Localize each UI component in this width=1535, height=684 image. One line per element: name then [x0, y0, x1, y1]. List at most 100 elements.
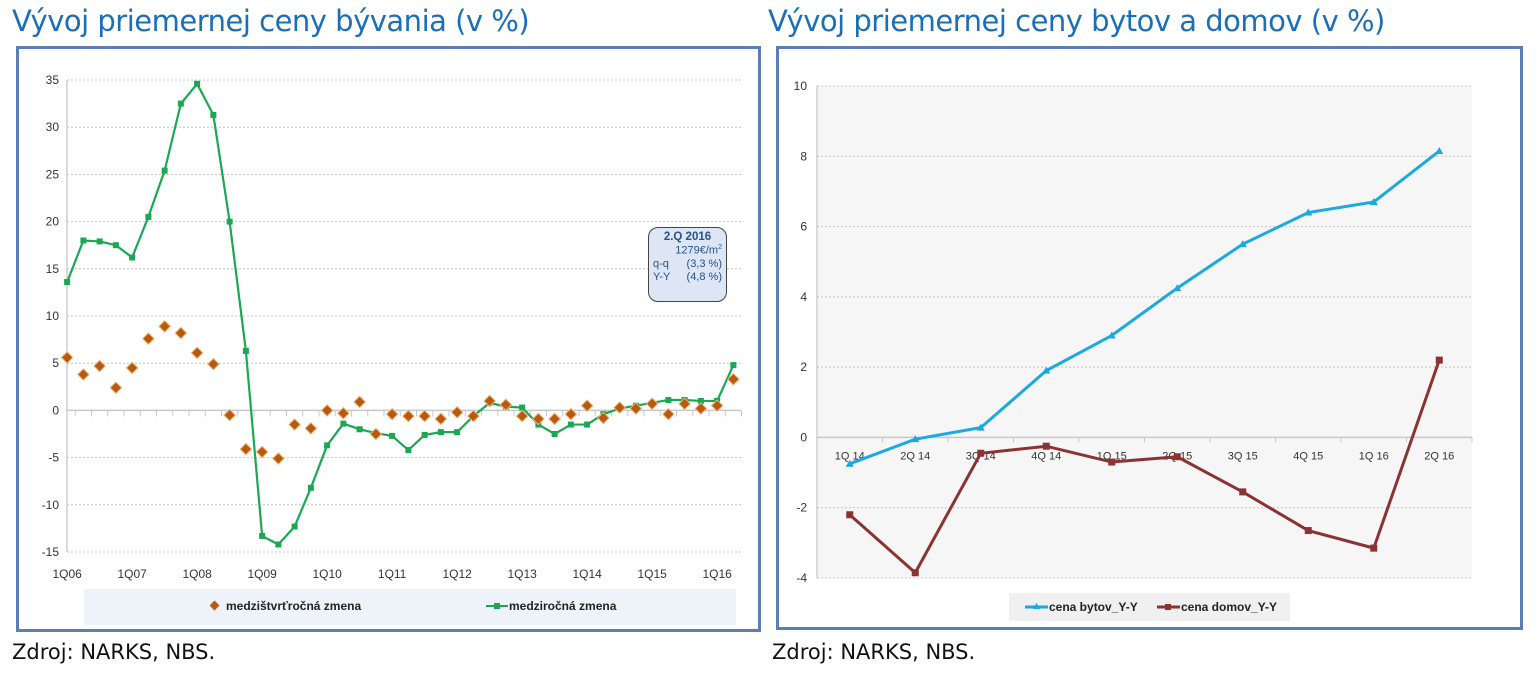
data-point-medzirocna: [210, 111, 217, 118]
annotation-qq-label: q-q: [653, 257, 669, 270]
series-line-cena-bytov: [849, 149, 1441, 466]
data-point-medzistvrtrocna: [564, 407, 578, 421]
series-line-cena-domov: [848, 359, 1441, 576]
legend-label: cena bytov_Y-Y: [1049, 600, 1138, 614]
x-tick-label: 1Q08: [182, 567, 212, 581]
data-point-medzistvrtrocna: [434, 412, 448, 426]
annotation-callout: 2.Q 2016 1279€/m2 q-q (3,3 %) Y-Y (4,8 %): [648, 227, 727, 302]
y-tick-label: 20: [46, 215, 60, 229]
data-point-cena-bytov: [1107, 331, 1116, 339]
diamond-marker-icon: [209, 600, 220, 611]
data-point-medzirocna: [145, 213, 152, 220]
data-point-medzistvrtrocna: [369, 427, 383, 441]
data-point-medzirocna: [665, 397, 672, 404]
data-point-medzirocna: [584, 421, 591, 428]
y-tick-label: -15: [42, 545, 60, 559]
x-tick-label: 1Q15: [637, 567, 667, 581]
data-point-medzirocna: [421, 431, 428, 438]
data-point-cena-bytov: [911, 435, 920, 443]
y-tick-label: 25: [46, 167, 60, 181]
data-point-medzirocna: [437, 429, 444, 436]
data-point-medzistvrtrocna: [678, 397, 691, 411]
y-tick-label: 10: [794, 79, 808, 93]
annotation-price-value: 1279€/m: [675, 244, 719, 257]
data-point-medzistvrtrocna: [353, 395, 366, 409]
data-point-medzistvrtrocna: [662, 407, 675, 421]
data-point-medzistvrtrocna: [109, 381, 123, 395]
x-tick-label: 2Q 14: [900, 450, 930, 462]
data-point-cena-bytov: [845, 459, 854, 467]
data-point-medzistvrtrocna: [710, 399, 724, 413]
data-point-medzistvrtrocna: [580, 399, 594, 413]
data-point-medzistvrtrocna: [320, 404, 334, 417]
data-point-medzistvrtrocna: [158, 320, 171, 333]
left-source: Zdroj: NARKS, NBS.: [12, 640, 216, 664]
x-tick-label: 2Q 16: [1424, 450, 1454, 462]
annotation-yy-value: (4,8 %): [686, 270, 722, 283]
data-point-medzistvrtrocna: [125, 361, 139, 375]
data-point-medzirocna: [324, 442, 331, 449]
data-point-medzirocna: [389, 432, 396, 439]
data-point-cena-domov: [1370, 544, 1378, 552]
legend-item-medzistvrtrocna[interactable]: medzištvrťročná zmena: [209, 599, 362, 613]
annotation-qq: q-q (3,3 %): [653, 258, 722, 270]
data-point-medzistvrtrocna: [93, 359, 106, 373]
data-point-cena-bytov: [1435, 147, 1444, 155]
data-point-medzirocna: [454, 429, 461, 436]
data-point-cena-bytov: [1304, 208, 1313, 216]
y-tick-label: 2: [800, 360, 807, 374]
legend-item-cena-domov[interactable]: cena domov_Y-Y: [1157, 600, 1277, 614]
right-chart-title: Vývoj priemernej ceny bytov a domov (v %…: [768, 4, 1385, 38]
annotation-yy: Y-Y (4,8 %): [653, 271, 722, 283]
data-point-cena-bytov: [1369, 197, 1378, 205]
y-tick-label: -10: [42, 498, 60, 512]
data-point-cena-bytov: [1173, 284, 1182, 292]
y-tick-label: 4: [800, 290, 807, 304]
data-point-medzistvrtrocna: [142, 332, 155, 346]
data-point-medzirocna: [697, 397, 704, 404]
y-tick-label: -2: [796, 501, 807, 515]
square-marker-icon: [1165, 604, 1171, 610]
legend-label: medziročná zmena: [509, 599, 617, 613]
x-tick-label: 1Q06: [52, 567, 82, 581]
data-point-medzirocna: [64, 279, 71, 286]
data-point-medzistvrtrocna: [337, 406, 350, 420]
legend-item-medzirocna[interactable]: medziročná zmena: [486, 599, 617, 613]
data-point-medzistvrtrocna: [613, 401, 626, 414]
data-point-medzistvrtrocna: [483, 394, 496, 408]
right-legend: cena bytov_Y-Y cena domov_Y-Y: [1025, 600, 1277, 614]
data-point-medzistvrtrocna: [239, 442, 253, 456]
data-point-medzistvrtrocna: [255, 445, 269, 459]
y-tick-label: 5: [52, 356, 59, 370]
left-legend-bg: [84, 589, 736, 625]
data-point-medzirocna: [80, 237, 87, 244]
y-tick-label: 0: [800, 430, 807, 444]
series-line-medzirocna: [66, 81, 735, 546]
data-point-medzirocna: [226, 218, 233, 225]
data-point-medzistvrtrocna: [727, 372, 740, 386]
data-point-medzistvrtrocna: [385, 407, 399, 421]
y-tick-label: 15: [46, 262, 60, 276]
data-point-medzirocna: [551, 431, 558, 437]
y-tick-label: 0: [52, 403, 59, 417]
annotation-period: 2.Q 2016: [663, 231, 712, 243]
data-point-medzirocna: [177, 100, 184, 107]
data-point-medzirocna: [112, 242, 119, 249]
data-point-medzistvrtrocna: [548, 412, 561, 426]
y-tick-label: -4: [796, 571, 807, 585]
left-chart-frame: 35 30 25 20 15 10 5 0 -5 -10 -15 1Q06 1Q07 1Q08 1Q09 1…: [16, 46, 761, 632]
annotation-yy-label: Y-Y: [653, 270, 671, 283]
right-plot-bg: [817, 86, 1472, 578]
data-point-medzistvrtrocna: [174, 326, 188, 340]
data-point-medzistvrtrocna: [77, 368, 90, 381]
data-point-medzirocna: [129, 254, 136, 261]
left-chart: 35 30 25 20 15 10 5 0 -5 -10 -15 1Q06 1Q07 1Q08 1Q09 1…: [42, 73, 742, 625]
data-point-cena-domov: [1239, 488, 1247, 496]
square-marker-icon: [494, 603, 500, 609]
legend-item-cena-bytov[interactable]: cena bytov_Y-Y: [1025, 600, 1138, 614]
x-tick-label: 4Q 15: [1293, 450, 1323, 462]
y-tick-label: 6: [800, 220, 807, 234]
data-point-cena-domov: [846, 511, 854, 519]
data-point-medzistvrtrocna: [190, 346, 204, 360]
x-tick-label: 1Q16: [702, 567, 732, 581]
